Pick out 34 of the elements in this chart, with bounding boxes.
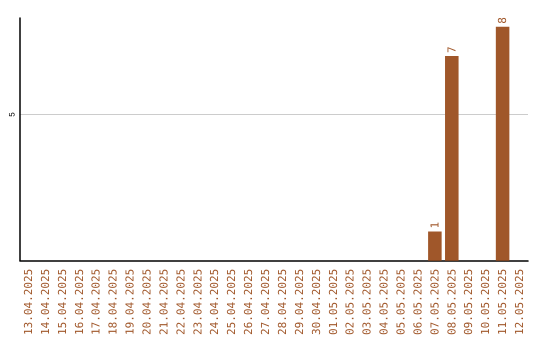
data-label: 8	[496, 17, 510, 24]
x-tick-label: 16.04.2025	[72, 268, 86, 336]
x-tick-label: 21.04.2025	[157, 268, 170, 336]
x-tick-label: 29.04.2025	[292, 268, 306, 336]
x-tick-label: 28.04.2025	[276, 268, 289, 336]
data-label: 1	[428, 222, 442, 229]
x-tick-label: 27.04.2025	[259, 268, 272, 336]
x-tick-label: 14.04.2025	[38, 268, 52, 336]
x-tick-label: 15.04.2025	[56, 268, 69, 336]
x-tick-label: 13.04.2025	[22, 268, 35, 336]
x-tick-label: 01.05.2025	[326, 268, 340, 336]
x-tick-label: 08.05.2025	[445, 268, 458, 336]
x-tick-label: 02.05.2025	[344, 268, 357, 336]
x-tick-label: 10.05.2025	[479, 268, 492, 336]
x-tick-label: 19.04.2025	[124, 268, 137, 336]
x-tick-label: 11.05.2025	[496, 268, 510, 336]
x-tick-label: 07.05.2025	[428, 268, 442, 336]
x-tick-label: 20.04.2025	[140, 268, 154, 336]
x-tick-label: 05.05.2025	[394, 268, 408, 336]
x-tick-label: 09.05.2025	[462, 268, 476, 336]
x-tick-label: 25.04.2025	[225, 268, 238, 336]
y-tick-label: 5	[8, 112, 16, 117]
x-tick-label: 12.05.2025	[513, 268, 526, 336]
x-tick-label: 30.04.2025	[310, 268, 323, 336]
x-tick-label: 24.04.2025	[208, 268, 222, 336]
x-tick-label: 03.05.2025	[360, 268, 374, 336]
x-tick-label: 06.05.2025	[411, 268, 424, 336]
x-tick-label: 17.04.2025	[90, 268, 103, 336]
x-tick-label: 18.04.2025	[106, 268, 120, 336]
x-tick-label: 23.04.2025	[191, 268, 204, 336]
data-label: 7	[445, 46, 458, 54]
x-tick-label: 26.04.2025	[242, 268, 256, 336]
x-tick-label: 22.04.2025	[174, 268, 188, 336]
x-tick-label: 04.05.2025	[378, 268, 391, 336]
